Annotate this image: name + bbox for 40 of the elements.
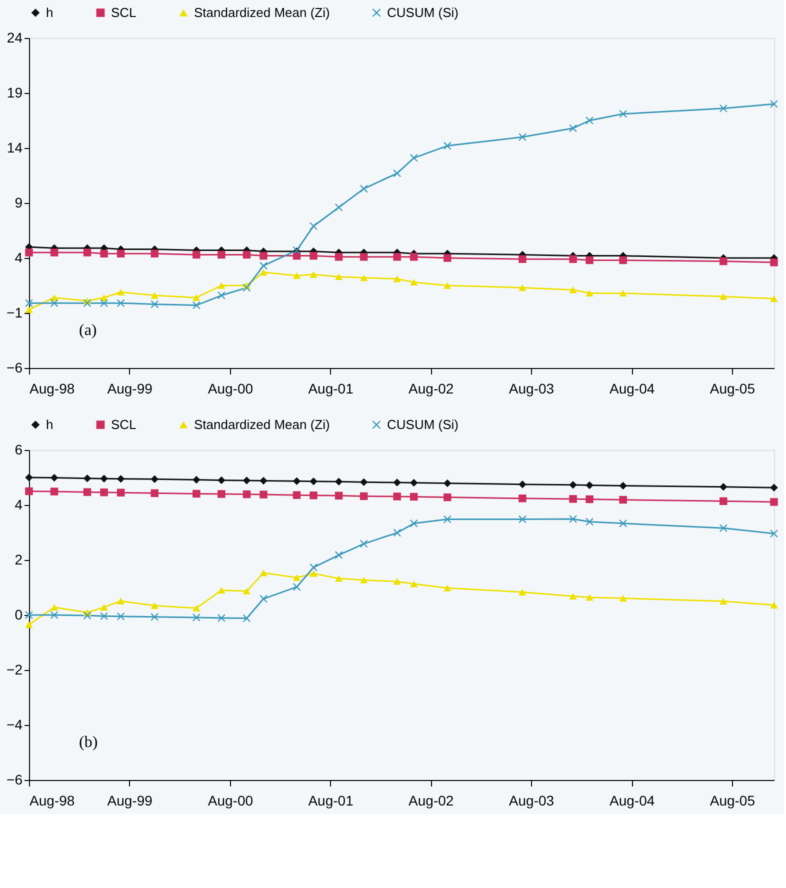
x-tick-label: Aug-03 — [508, 380, 554, 396]
x-tick-label: Aug-02 — [408, 792, 454, 808]
x-tick-label: Aug-04 — [610, 792, 655, 808]
legend-label: SCL — [111, 416, 136, 432]
legend-label: CUSUM (Si) — [387, 4, 458, 20]
y-tick-label: −2 — [6, 662, 23, 678]
annotation: (a) — [79, 322, 97, 339]
y-tick-label: 2 — [14, 552, 23, 568]
y-tick-label: 4 — [14, 496, 23, 512]
x-tick-label: Aug-03 — [508, 792, 554, 808]
x-tick-label: Aug-98 — [30, 792, 75, 808]
x-tick-label: Aug-05 — [710, 380, 756, 396]
y-tick-label: 24 — [6, 30, 23, 46]
y-tick-label: 4 — [14, 250, 23, 266]
legend-label: Standardized Mean (Zi) — [194, 416, 330, 432]
y-tick-label: 14 — [6, 140, 23, 156]
x-tick-label: Aug-05 — [710, 792, 756, 808]
x-tick-label: Aug-99 — [107, 380, 153, 396]
y-tick-label: −4 — [6, 716, 23, 732]
x-tick-label: Aug-02 — [408, 380, 454, 396]
y-tick-label: −1 — [6, 304, 23, 320]
y-tick-label: 19 — [6, 84, 23, 100]
legend-label: h — [46, 416, 54, 432]
legend-label: Standardized Mean (Zi) — [194, 4, 330, 20]
legend-label: SCL — [111, 4, 136, 20]
y-tick-label: −6 — [6, 360, 23, 376]
y-tick-label: 9 — [14, 194, 23, 210]
y-tick-label: −6 — [6, 772, 23, 788]
legend-label: h — [46, 4, 54, 20]
legend-label: CUSUM (Si) — [387, 416, 458, 432]
x-tick-label: Aug-04 — [610, 380, 655, 396]
x-tick-label: Aug-99 — [107, 792, 153, 808]
y-tick-label: 0 — [14, 606, 23, 622]
x-tick-label: Aug-00 — [208, 380, 254, 396]
x-tick-label: Aug-01 — [308, 792, 354, 808]
y-tick-label: 6 — [14, 442, 23, 458]
x-tick-label: Aug-98 — [30, 380, 75, 396]
x-tick-label: Aug-01 — [308, 380, 354, 396]
annotation: (b) — [79, 734, 98, 751]
x-tick-label: Aug-00 — [208, 792, 254, 808]
